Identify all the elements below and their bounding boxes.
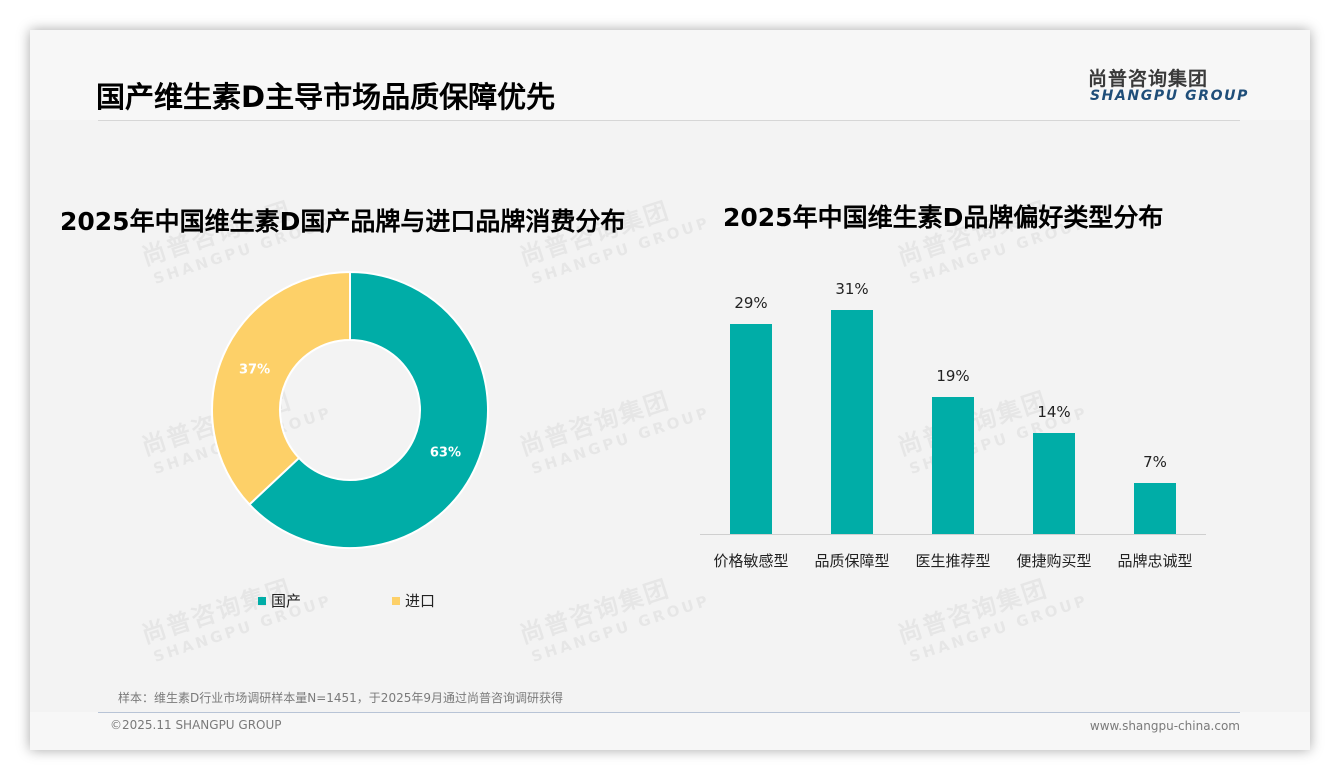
header-band <box>30 30 1310 120</box>
logo-english: SHANGPU GROUP <box>1090 88 1249 104</box>
bar-value-label: 31% <box>835 279 869 298</box>
donut-slice-1 <box>211 270 351 506</box>
slide: 尚普咨询集团 SHANGPU GROUP 尚普咨询集团 SHANGPU GROUP … <box>30 30 1310 750</box>
bar <box>1033 432 1075 534</box>
bar-value-label: 7% <box>1143 453 1167 472</box>
logo-chinese: 尚普咨询集团 <box>1088 68 1209 90</box>
bar-value-label: 14% <box>1037 402 1071 421</box>
legend-label: 进口 <box>405 592 436 610</box>
bar-chart: 29% 价格敏感型 31% 品质保障型 19% 医生推荐型 14% 便捷购买型 7% 品牌忠诚型 <box>700 280 1210 590</box>
donut-slice-0 <box>247 270 489 549</box>
page-title: 国产维生素D主导市场品质保障优先 <box>96 80 556 114</box>
donut-slice-label: 37% <box>239 363 270 378</box>
legend-item-imported: 进口 <box>392 590 435 611</box>
bar <box>730 324 772 534</box>
bar-category-label: 便捷购买型 <box>1016 552 1092 570</box>
donut-chart: 63% 37% <box>211 270 489 549</box>
bar <box>831 309 873 534</box>
bar-category-label: 品牌忠诚型 <box>1117 552 1193 570</box>
footer-divider <box>98 712 1240 713</box>
legend-swatch-yellow <box>392 596 400 605</box>
copyright: ©2025.11 SHANGPU GROUP <box>110 718 282 732</box>
bar-chart-title: 2025年中国维生素D品牌偏好类型分布 <box>723 203 1164 232</box>
legend-label: 国产 <box>271 592 302 610</box>
bar <box>932 396 974 534</box>
footer-band <box>30 712 1310 750</box>
donut-chart-title: 2025年中国维生素D国产品牌与进口品牌消费分布 <box>60 207 626 236</box>
bar-value-label: 29% <box>734 294 768 313</box>
website-link[interactable]: www.shangpu-china.com <box>1089 719 1240 733</box>
title-divider <box>98 120 1240 121</box>
legend-swatch-teal <box>258 596 266 605</box>
legend-item-domestic: 国产 <box>258 590 301 611</box>
bar-category-label: 价格敏感型 <box>713 552 789 570</box>
bar <box>1134 483 1176 534</box>
bar-category-label: 医生推荐型 <box>915 552 991 570</box>
sample-note: 样本：维生素D行业市场调研样本量N=1451，于2025年9月通过尚普咨询调研获… <box>118 691 563 705</box>
donut-slice-label: 63% <box>430 445 461 460</box>
bar-category-label: 品质保障型 <box>814 552 890 570</box>
x-axis-line <box>700 534 1206 535</box>
bar-value-label: 19% <box>936 366 970 385</box>
